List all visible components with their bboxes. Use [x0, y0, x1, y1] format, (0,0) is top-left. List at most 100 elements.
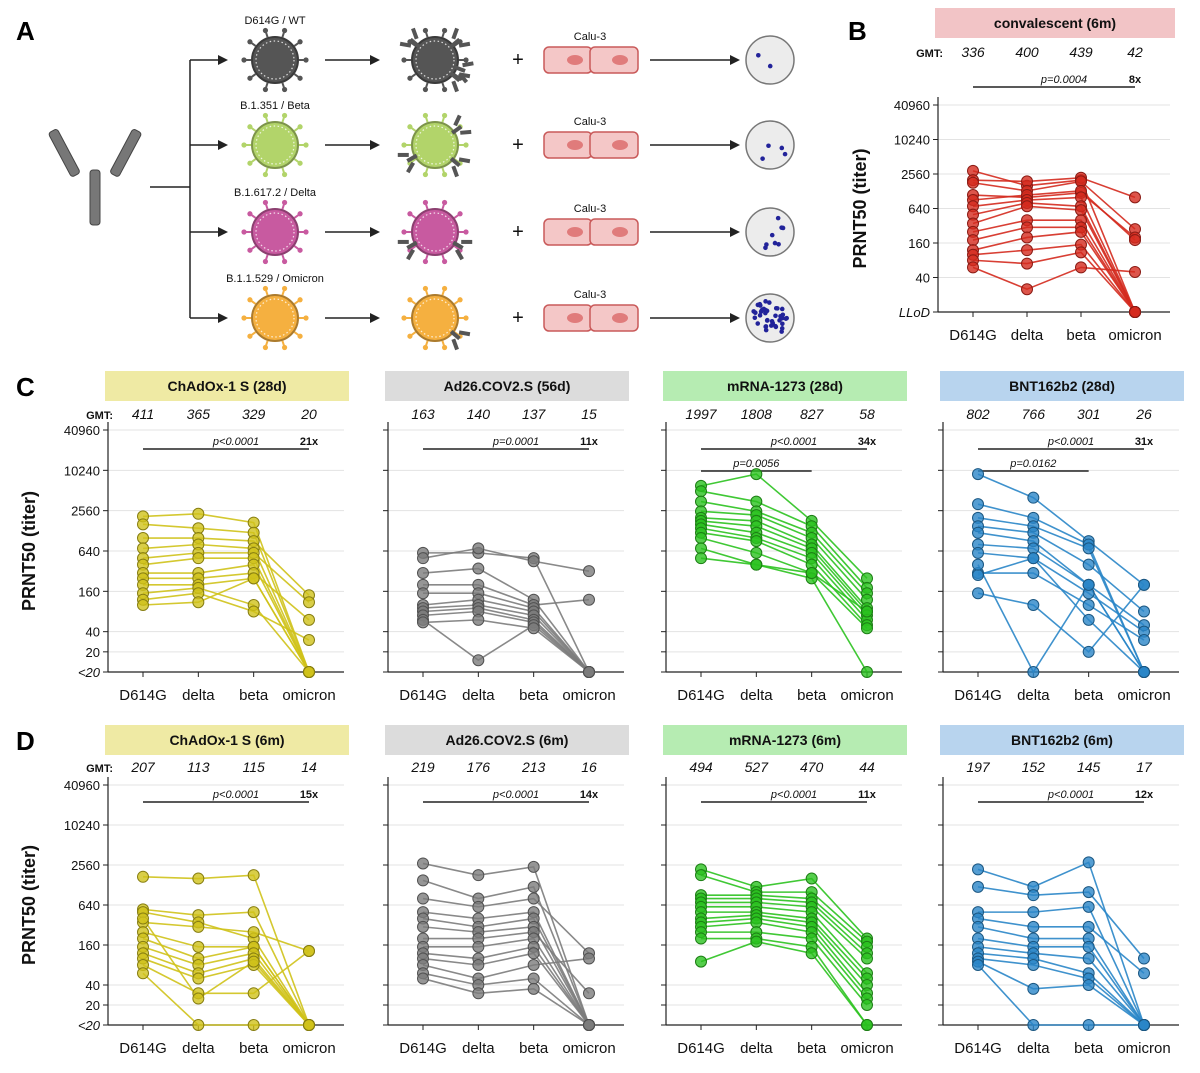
antibody-icon [48, 129, 142, 226]
p-value: p<0.0001 [770, 436, 817, 448]
plaque-well-icon [745, 207, 795, 257]
gmt-value: 1997 [685, 406, 717, 422]
spike-tip [297, 75, 303, 81]
gmt-value: 527 [745, 759, 770, 775]
spike-tip [422, 199, 429, 206]
spike-tip [262, 344, 269, 351]
data-point [1027, 959, 1040, 971]
spike-tip [457, 211, 463, 217]
data-point [1082, 952, 1095, 965]
spike-tip [281, 86, 288, 93]
plaque [763, 245, 768, 251]
series-line [977, 937, 1145, 1026]
spike-tip [241, 229, 247, 235]
data-point [695, 869, 707, 882]
series-line [422, 926, 590, 1026]
series-line [423, 937, 590, 1026]
chart-panel-d2: Ad26.COV2.S (6m) D614G delta beta omicron 219… [383, 725, 629, 1057]
spike-tip [441, 112, 448, 119]
gmt-value: 58 [859, 406, 875, 422]
spike-tip [422, 258, 429, 265]
data-point [192, 872, 205, 885]
y-tick-label: 40 [916, 271, 930, 286]
data-point [1082, 920, 1095, 933]
spike-tip [247, 39, 253, 45]
gmt-value: 329 [242, 406, 266, 422]
spike-tip [247, 211, 253, 217]
plaque [772, 240, 778, 246]
data-point [472, 654, 485, 667]
plaque [779, 329, 784, 334]
gmt-value: 16 [581, 759, 597, 775]
well [745, 35, 795, 85]
data-point [1027, 889, 1040, 902]
series-line [977, 517, 1145, 673]
antibody-arm [451, 27, 459, 40]
fold-change: 11x [858, 789, 877, 801]
x-tick-label: D614G [677, 1040, 725, 1057]
data-point [750, 935, 763, 948]
data-point [1075, 261, 1087, 274]
spike-tip [441, 199, 448, 206]
x-tick-label: omicron [1117, 1040, 1170, 1057]
p-value: p<0.0001 [212, 789, 259, 801]
x-tick-label: D614G [954, 1040, 1002, 1057]
data-point [750, 558, 763, 571]
antibody-stem [449, 329, 461, 341]
data-point [1138, 605, 1150, 618]
spike-tip [407, 211, 413, 217]
calu3-cells-icon: Calu-3 [543, 203, 639, 246]
gmt-value: 26 [1135, 406, 1152, 422]
series-line [977, 861, 1145, 1026]
data-point [750, 535, 763, 548]
plaque [758, 303, 763, 308]
series-line [700, 557, 868, 613]
data-point [192, 992, 205, 1005]
antibody-stem [409, 37, 421, 49]
plaque [752, 315, 758, 321]
panel-title-box [385, 371, 629, 401]
series-line [700, 921, 868, 1000]
virus-icon [241, 285, 309, 351]
plaque [757, 313, 763, 318]
series-line [700, 520, 868, 613]
chart-panel-c2: Ad26.COV2.S (56d) D614G delta beta omicron 16… [383, 371, 629, 704]
series-line [142, 921, 310, 952]
data-point [417, 972, 429, 985]
y-tick-label: 2560 [71, 504, 100, 519]
data-point [695, 532, 707, 545]
p-value: p=0.0162 [1009, 458, 1056, 470]
series-line [701, 931, 868, 1006]
data-point [972, 546, 984, 559]
arrow-head [218, 140, 228, 150]
panel-title: BNT162b2 (6m) [1011, 732, 1113, 748]
spike-tip [422, 285, 429, 292]
spike-tip [422, 344, 429, 351]
panel-title: convalescent (6m) [994, 15, 1116, 31]
nucleus [612, 55, 628, 65]
series-line [423, 931, 590, 994]
data-point [303, 944, 315, 957]
plaque [765, 317, 770, 323]
spike-tip [303, 229, 309, 235]
data-point [472, 940, 485, 953]
x-tick-label: D614G [119, 687, 167, 704]
series-line [142, 952, 310, 1026]
virion [251, 208, 299, 256]
spike-tip [401, 315, 407, 321]
y-tick-label: 20 [86, 998, 100, 1013]
data-point [417, 587, 429, 600]
spike-tip [262, 27, 269, 34]
x-tick-label: omicron [840, 687, 893, 704]
x-tick-label: delta [182, 687, 215, 704]
data-point [1027, 491, 1040, 504]
series-line [978, 906, 1145, 1026]
series-line [972, 202, 1136, 313]
gmt-value: 219 [410, 759, 435, 775]
bound-antibody-icon [397, 152, 418, 174]
plaque [776, 241, 781, 247]
series-line [142, 957, 310, 1026]
y-tick-label: 160 [78, 584, 100, 599]
cell-label: Calu-3 [574, 31, 606, 43]
data-point [247, 516, 260, 529]
